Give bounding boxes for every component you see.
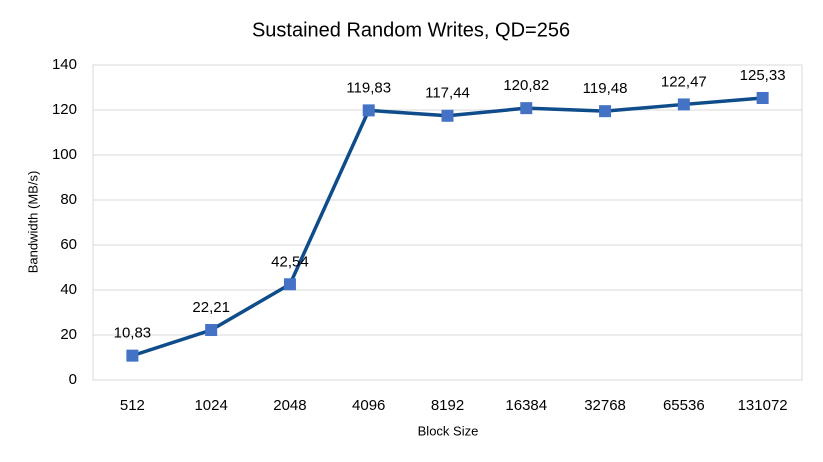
data-marker xyxy=(677,98,690,111)
data-label: 120,82 xyxy=(503,77,549,94)
data-label: 119,83 xyxy=(346,79,391,96)
x-tick-label: 131072 xyxy=(738,397,788,414)
data-marker xyxy=(283,278,296,291)
data-marker xyxy=(756,92,769,105)
y-tick-label: 60 xyxy=(60,236,77,253)
data-marker xyxy=(362,104,375,117)
data-marker xyxy=(126,349,139,362)
data-label: 117,44 xyxy=(425,85,470,102)
data-label: 122,47 xyxy=(661,73,707,90)
x-tick-label: 8192 xyxy=(431,397,464,414)
x-axis-title: Block Size xyxy=(418,423,479,438)
x-tick-label: 16384 xyxy=(505,397,547,414)
data-marker xyxy=(520,102,533,115)
x-tick-label: 2048 xyxy=(273,397,306,414)
data-label: 119,48 xyxy=(583,80,628,97)
y-tick-label: 120 xyxy=(52,101,77,118)
y-axis-title: Bandwidth (MB/s) xyxy=(25,171,40,274)
data-label: 125,33 xyxy=(740,67,786,84)
x-tick-label: 512 xyxy=(120,397,145,414)
data-marker xyxy=(599,105,612,118)
x-tick-label: 32768 xyxy=(584,397,626,414)
x-tick-label: 65536 xyxy=(663,397,705,414)
x-tick-label: 4096 xyxy=(352,397,385,414)
data-marker xyxy=(205,324,218,337)
x-tick-label: 1024 xyxy=(194,397,227,414)
y-tick-label: 0 xyxy=(69,371,77,388)
y-tick-label: 100 xyxy=(52,146,77,163)
y-tick-label: 20 xyxy=(60,326,77,343)
data-marker xyxy=(441,109,454,122)
y-tick-label: 140 xyxy=(52,56,77,73)
y-tick-label: 40 xyxy=(60,281,77,298)
chart-title: Sustained Random Writes, QD=256 xyxy=(252,19,570,41)
y-tick-label: 80 xyxy=(60,191,77,208)
data-label: 22,21 xyxy=(192,299,230,316)
data-label: 10,83 xyxy=(114,325,152,342)
data-label: 42,54 xyxy=(271,253,309,270)
